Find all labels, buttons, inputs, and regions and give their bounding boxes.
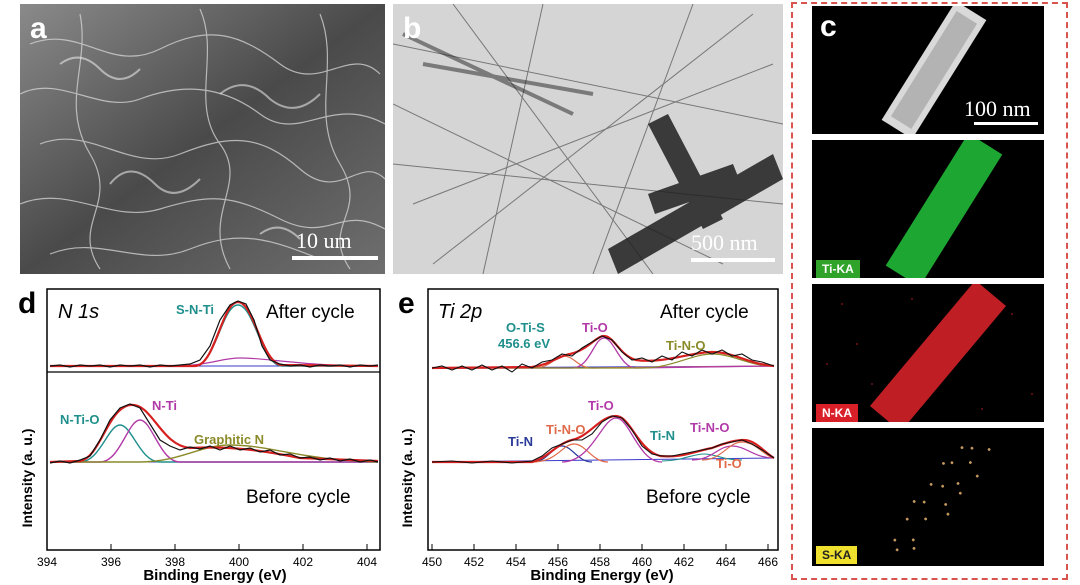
sn-ti-peak-label: S-N-Ti: [176, 302, 214, 317]
sem-image-panel: a 10 um: [20, 4, 385, 274]
scale-label-c: 100 nm: [964, 96, 1031, 121]
after-cycle-label-d: After cycle: [266, 302, 355, 323]
panel-label-a: a: [30, 12, 47, 45]
x-tick-label-e: 452: [464, 555, 484, 569]
x-tick-label-d: 394: [37, 555, 57, 569]
stem-image: c 100 nm: [812, 6, 1044, 134]
ti-o-peak-label-1: Ti-O: [588, 398, 614, 413]
before-ti-n-component-1: [432, 445, 593, 463]
after-ti-o-component-e: [432, 337, 775, 369]
before-n-ti-o-component-d: [50, 424, 378, 463]
plot-frame-d: [46, 288, 381, 551]
s-element-map: S-KA: [812, 428, 1044, 566]
before-n-ti-component-d: [50, 419, 378, 463]
before-ti-o-component-2: [701, 441, 775, 461]
ti-map-dots: [885, 140, 1003, 278]
ti-n-o-peak-label-1: Ti-N-O: [546, 422, 585, 437]
sem-texture: [20, 4, 385, 274]
before-experimental-e: [431, 415, 775, 464]
tem-image-panel: b 500 nm: [393, 4, 783, 274]
scale-bar-c: [974, 122, 1038, 125]
n-element-map: N-KA: [812, 284, 1044, 422]
ti-map-label: Ti-KA: [816, 260, 860, 278]
xps-n1s-chart: d Intensity (a. u.) N 1s After cycle Bef…: [18, 287, 381, 584]
y-axis-label-d: Intensity (a. u.): [19, 429, 35, 528]
panel-label-b: b: [403, 12, 422, 45]
o-ti-s-peak-label: O-Ti-S: [506, 320, 545, 335]
x-tick-label-d: 398: [165, 555, 185, 569]
scale-bar-b: [691, 258, 775, 262]
panel-label-c: c: [820, 10, 837, 43]
x-tick-label-e: 456: [548, 555, 568, 569]
x-tick-label-e: 450: [422, 555, 442, 569]
before-experimental-d: [49, 403, 379, 464]
ti-o-peak-label-2: Ti-O: [716, 456, 742, 471]
after-experimental-e: [431, 335, 775, 373]
n-ti-peak-label: N-Ti: [152, 398, 177, 413]
o-ti-s-energy-label: 456.6 eV: [498, 336, 550, 351]
after-fit-d: [50, 300, 379, 368]
panel-label-e: e: [398, 287, 415, 320]
x-axis-label-d: Binding Energy (eV): [143, 567, 286, 584]
x-tick-label-e: 460: [632, 555, 652, 569]
scale-label-a: 10 um: [296, 228, 352, 253]
ti-n-peak-label-2: Ti-N: [650, 428, 675, 443]
nanorod-stem: [881, 6, 987, 134]
panel-label-d: d: [18, 287, 36, 320]
scale-bar-a: [292, 256, 378, 260]
x-tick-label-d: 400: [229, 555, 249, 569]
n-map-label: N-KA: [816, 404, 858, 422]
after-experimental-d: [49, 300, 379, 368]
x-ticks-e: [431, 544, 769, 550]
ti-element-map: Ti-KA: [812, 140, 1044, 278]
before-cycle-label-d: Before cycle: [246, 487, 351, 508]
n-map-dots: [826, 284, 1033, 422]
s-map-label: S-KA: [816, 546, 858, 564]
plot-frame-e: [427, 288, 779, 551]
x-tick-label-d: 402: [293, 555, 313, 569]
x-ticks-d: [46, 544, 368, 550]
scale-label-b: 500 nm: [691, 230, 758, 255]
ti-n-peak-label-1: Ti-N: [508, 434, 533, 449]
n-ti-o-peak-label: N-Ti-O: [60, 412, 99, 427]
before-ti-n-component-2: [661, 453, 743, 462]
xps-ti2p-chart: e Intensity (a. u.) Ti 2p After cycle Be…: [398, 287, 779, 584]
x-tick-label-e: 462: [674, 555, 694, 569]
s-map-dots: [893, 446, 991, 552]
x-tick-label-d: 396: [101, 555, 121, 569]
title-d: N 1s: [58, 301, 99, 323]
ti-o-after-peak-label: Ti-O: [582, 320, 608, 335]
eds-mapping-box: [791, 2, 1068, 580]
before-ti-n-o-component-2: [691, 445, 775, 461]
after-cycle-label-e: After cycle: [660, 302, 749, 323]
x-tick-label-d: 404: [357, 555, 377, 569]
tem-texture: [393, 4, 783, 274]
before-ti-n-o-component-1: [531, 443, 609, 463]
x-tick-label-e: 466: [758, 555, 778, 569]
x-tick-label-e: 464: [716, 555, 736, 569]
ti-n-o-after-peak-label: Ti-N-O: [666, 338, 705, 353]
title-e: Ti 2p: [438, 301, 482, 323]
after-fit-e: [431, 334, 775, 370]
before-ti-o-component-1: [561, 417, 663, 463]
x-tick-label-e: 458: [590, 555, 610, 569]
ti-n-o-peak-label-2: Ti-N-O: [690, 420, 729, 435]
before-cycle-label-e: Before cycle: [646, 487, 751, 508]
y-axis-label-e: Intensity (a. u.): [399, 429, 415, 528]
graphitic-n-peak-label: Graphitic N: [194, 432, 264, 447]
x-tick-label-e: 454: [506, 555, 526, 569]
x-axis-label-e: Binding Energy (eV): [530, 567, 673, 584]
